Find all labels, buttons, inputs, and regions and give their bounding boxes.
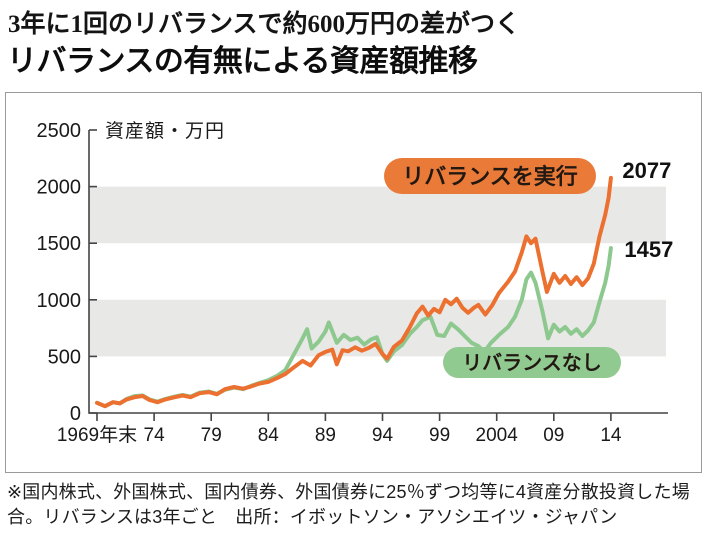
rebalance-badge (384, 158, 596, 194)
x-tick-label: 84 (258, 425, 280, 446)
y-tick-label: 500 (48, 346, 81, 368)
no-rebalance-end-value: 1457 (624, 237, 673, 262)
x-tick-label: 79 (201, 425, 222, 446)
x-tick-label: 14 (600, 425, 622, 446)
y-tick-label: 1500 (37, 233, 82, 255)
no-rebalance-badge-label: リバランスなし (462, 352, 602, 375)
x-tick-label: 1969年末 (57, 424, 137, 446)
chart-svg: 0 500 1000 1500 2000 2500 資産額・万円 1969年末 74 79 84 89… (37, 120, 674, 446)
chart-panel: 0 500 1000 1500 2000 2500 資産額・万円 1969年末 74 79 84 89… (5, 92, 702, 473)
no-rebalance-badge (443, 347, 621, 378)
y-tick-label: 2000 (37, 177, 82, 199)
grid-band (89, 186, 666, 244)
footnote-line-1: ※国内株式、外国株式、国内債券、外国債券に25％ずつ均等に4資産分散投資した場 (7, 482, 690, 502)
rebalance-end-value: 2077 (622, 158, 671, 183)
x-tick-label: 94 (372, 425, 394, 446)
footnote: ※国内株式、外国株式、国内債券、外国債券に25％ずつ均等に4資産分散投資した場 … (7, 480, 707, 530)
x-tick-label: 2004 (476, 425, 519, 446)
x-tick-label: 09 (543, 425, 564, 446)
y-axis-unit-label: 資産額・万円 (105, 120, 225, 142)
chart-title: リバランスの有無による資産額推移 (7, 45, 478, 78)
x-tick-label: 74 (144, 425, 166, 446)
x-tick-label: 99 (429, 425, 450, 446)
rebalance-badge-label: リバランスを実行 (402, 164, 578, 189)
y-tick-label: 2500 (37, 120, 82, 142)
x-tick-label: 89 (315, 425, 336, 446)
y-tick-label: 1000 (37, 290, 82, 312)
chart-subtitle: 3年に1回のリバランスで約600万円の差がつく (8, 11, 521, 38)
rebalance-line (95, 175, 613, 409)
footnote-line-2: 合。リバランスは3年ごと 出所：イボットソン・アソシエイツ・ジャパン (7, 507, 618, 527)
y-tick-label: 0 (70, 403, 81, 425)
